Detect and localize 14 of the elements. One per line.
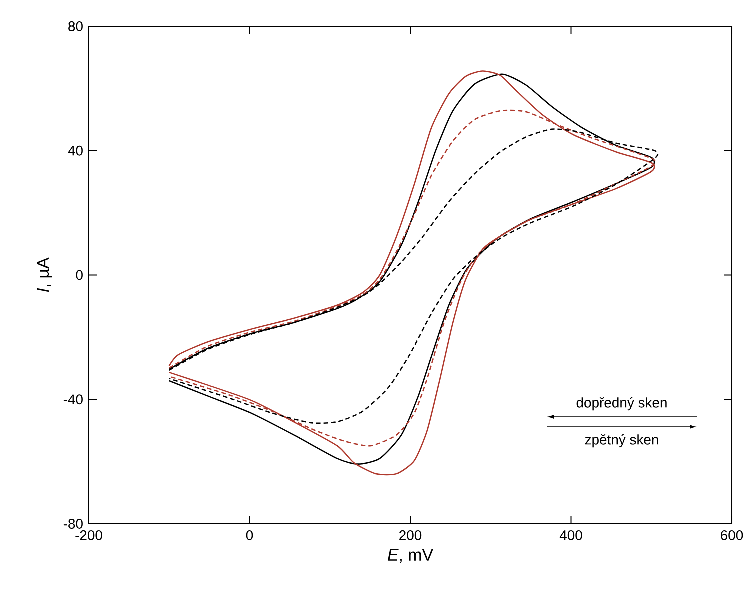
y-tick-label: 40 [68, 146, 83, 156]
y-tick-label: -40 [64, 394, 83, 405]
y-tick-label: 80 [68, 22, 83, 32]
x-tick-label: 400 [560, 530, 582, 540]
x-tick-label: 600 [721, 530, 744, 540]
annotation: dopředný sken [576, 397, 667, 411]
y-tick-label: 0 [76, 270, 83, 280]
x-axis-title: E, mV [388, 549, 434, 564]
x-tick-label: 0 [246, 530, 254, 540]
y-axis-title: I, µA [37, 258, 52, 292]
annotation: zpětný sken [585, 434, 658, 448]
y-tick-label: -80 [64, 519, 83, 529]
x-tick-label: 200 [400, 530, 422, 540]
x-tick-label: -200 [76, 530, 102, 540]
